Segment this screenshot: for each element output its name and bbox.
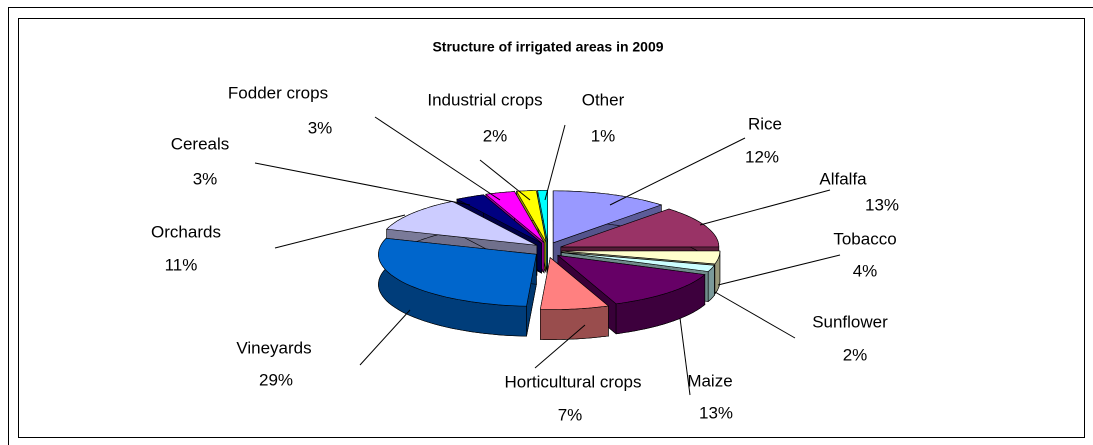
value-label: 12% [745,147,779,166]
value-label: 29% [259,370,293,389]
slice-top [539,257,610,310]
value-label: 13% [865,195,899,214]
category-label: Rice [748,114,782,133]
category-label: Vineyards [236,338,311,357]
outer-frame [8,7,1093,445]
leader-line [359,309,411,366]
value-label: 2% [843,345,868,364]
slice-top [552,190,663,244]
slice [539,256,610,340]
leader-line [544,124,566,201]
category-label: Tobacco [833,229,896,248]
chart-title: Structure of irrigated areas in 2009 [432,39,663,55]
slice [378,237,537,337]
value-label: 2% [483,126,508,145]
value-label: 3% [308,118,333,137]
category-label: Orchards [151,222,221,241]
category-label: Fodder crops [228,83,328,102]
slice-top [386,201,538,246]
leader-line [609,137,746,206]
chart-frame [18,18,1085,438]
value-label: 7% [558,405,583,424]
category-label: Sunflower [812,312,888,331]
slice-top [537,190,548,243]
slice-top [560,208,720,248]
category-label: Cereals [171,134,230,153]
leader-line [714,291,796,339]
leader-line [679,317,691,396]
leader-line [699,189,831,226]
category-label: Horticultural crops [505,372,642,391]
value-label: 4% [853,261,878,280]
slice-top [561,252,716,272]
slice-top [556,254,706,305]
category-label: Industrial crops [427,90,542,109]
leader-line [274,214,406,249]
leader-line [717,254,841,286]
value-label: 11% [165,255,198,274]
value-label: 3% [193,169,218,188]
category-label: Alfalfa [819,169,867,188]
slice-top [378,237,537,307]
value-label: 1% [591,126,616,145]
slice-top [456,194,542,244]
category-label: Other [582,90,625,109]
leader-line [534,324,586,369]
slice-top [561,250,721,265]
leader-line [479,159,531,201]
leader-line [254,162,471,206]
leader-line [374,116,501,201]
value-label: 13% [699,403,733,422]
category-label: Maize [687,371,732,390]
